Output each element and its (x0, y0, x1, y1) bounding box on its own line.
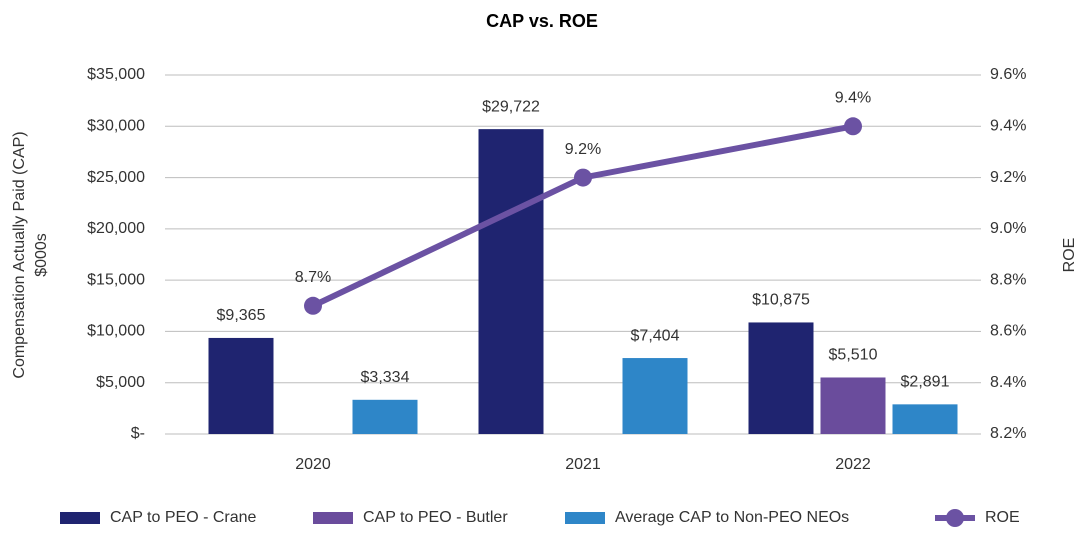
chart-title: CAP vs. ROE (486, 11, 598, 31)
y2-tick-label: 8.2% (990, 425, 1026, 442)
data-label: 9.4% (835, 90, 871, 107)
legend-label: CAP to PEO - Crane (110, 509, 257, 526)
y-axis-label: $000s (33, 233, 50, 277)
bar (892, 404, 958, 434)
y2-tick-label: 8.8% (990, 271, 1026, 288)
legend-swatch (565, 512, 605, 524)
bar (622, 358, 688, 434)
legend-swatch (946, 509, 964, 527)
marker (574, 168, 592, 187)
y2-tick-label: 8.6% (990, 323, 1026, 340)
y2-tick-label: 9.2% (990, 169, 1026, 186)
y-axis-label: Compensation Actually Paid (CAP) (11, 131, 28, 378)
y-tick-label: $25,000 (87, 169, 145, 186)
y2-tick-label: 8.4% (990, 374, 1026, 391)
y-tick-label: $30,000 (87, 118, 145, 135)
legend-label: CAP to PEO - Butler (363, 509, 508, 526)
data-label: 8.7% (295, 269, 331, 286)
y-tick-label: $20,000 (87, 220, 145, 237)
y2-tick-label: 9.6% (990, 66, 1026, 83)
legend-swatch (313, 512, 353, 524)
y-tick-label: $10,000 (87, 323, 145, 340)
data-label: $9,365 (217, 307, 266, 324)
y2-axis-label: ROE (1061, 238, 1078, 273)
marker (844, 117, 862, 136)
data-label: 9.2% (565, 141, 601, 158)
x-tick-label: 2020 (295, 456, 331, 473)
data-label: $5,510 (829, 347, 878, 364)
bar (478, 129, 544, 434)
y-tick-label: $5,000 (96, 374, 145, 391)
data-label: $2,891 (901, 374, 950, 391)
bar (820, 377, 886, 434)
data-label: $3,334 (361, 369, 410, 386)
y2-tick-label: 9.4% (990, 118, 1026, 135)
data-label: $7,404 (631, 327, 680, 344)
data-label: $10,875 (752, 292, 810, 309)
legend-label: ROE (985, 509, 1020, 526)
legend-swatch (60, 512, 100, 524)
bar (208, 337, 274, 434)
marker (304, 296, 322, 315)
x-tick-label: 2021 (565, 456, 601, 473)
y-tick-label: $15,000 (87, 271, 145, 288)
data-label: $29,722 (482, 98, 540, 115)
legend-label: Average CAP to Non-PEO NEOs (615, 509, 849, 526)
y-tick-label: $- (131, 425, 145, 442)
bar (352, 399, 418, 434)
y-tick-label: $35,000 (87, 66, 145, 83)
y2-tick-label: 9.0% (990, 220, 1026, 237)
bar (748, 322, 814, 434)
x-tick-label: 2022 (835, 456, 871, 473)
